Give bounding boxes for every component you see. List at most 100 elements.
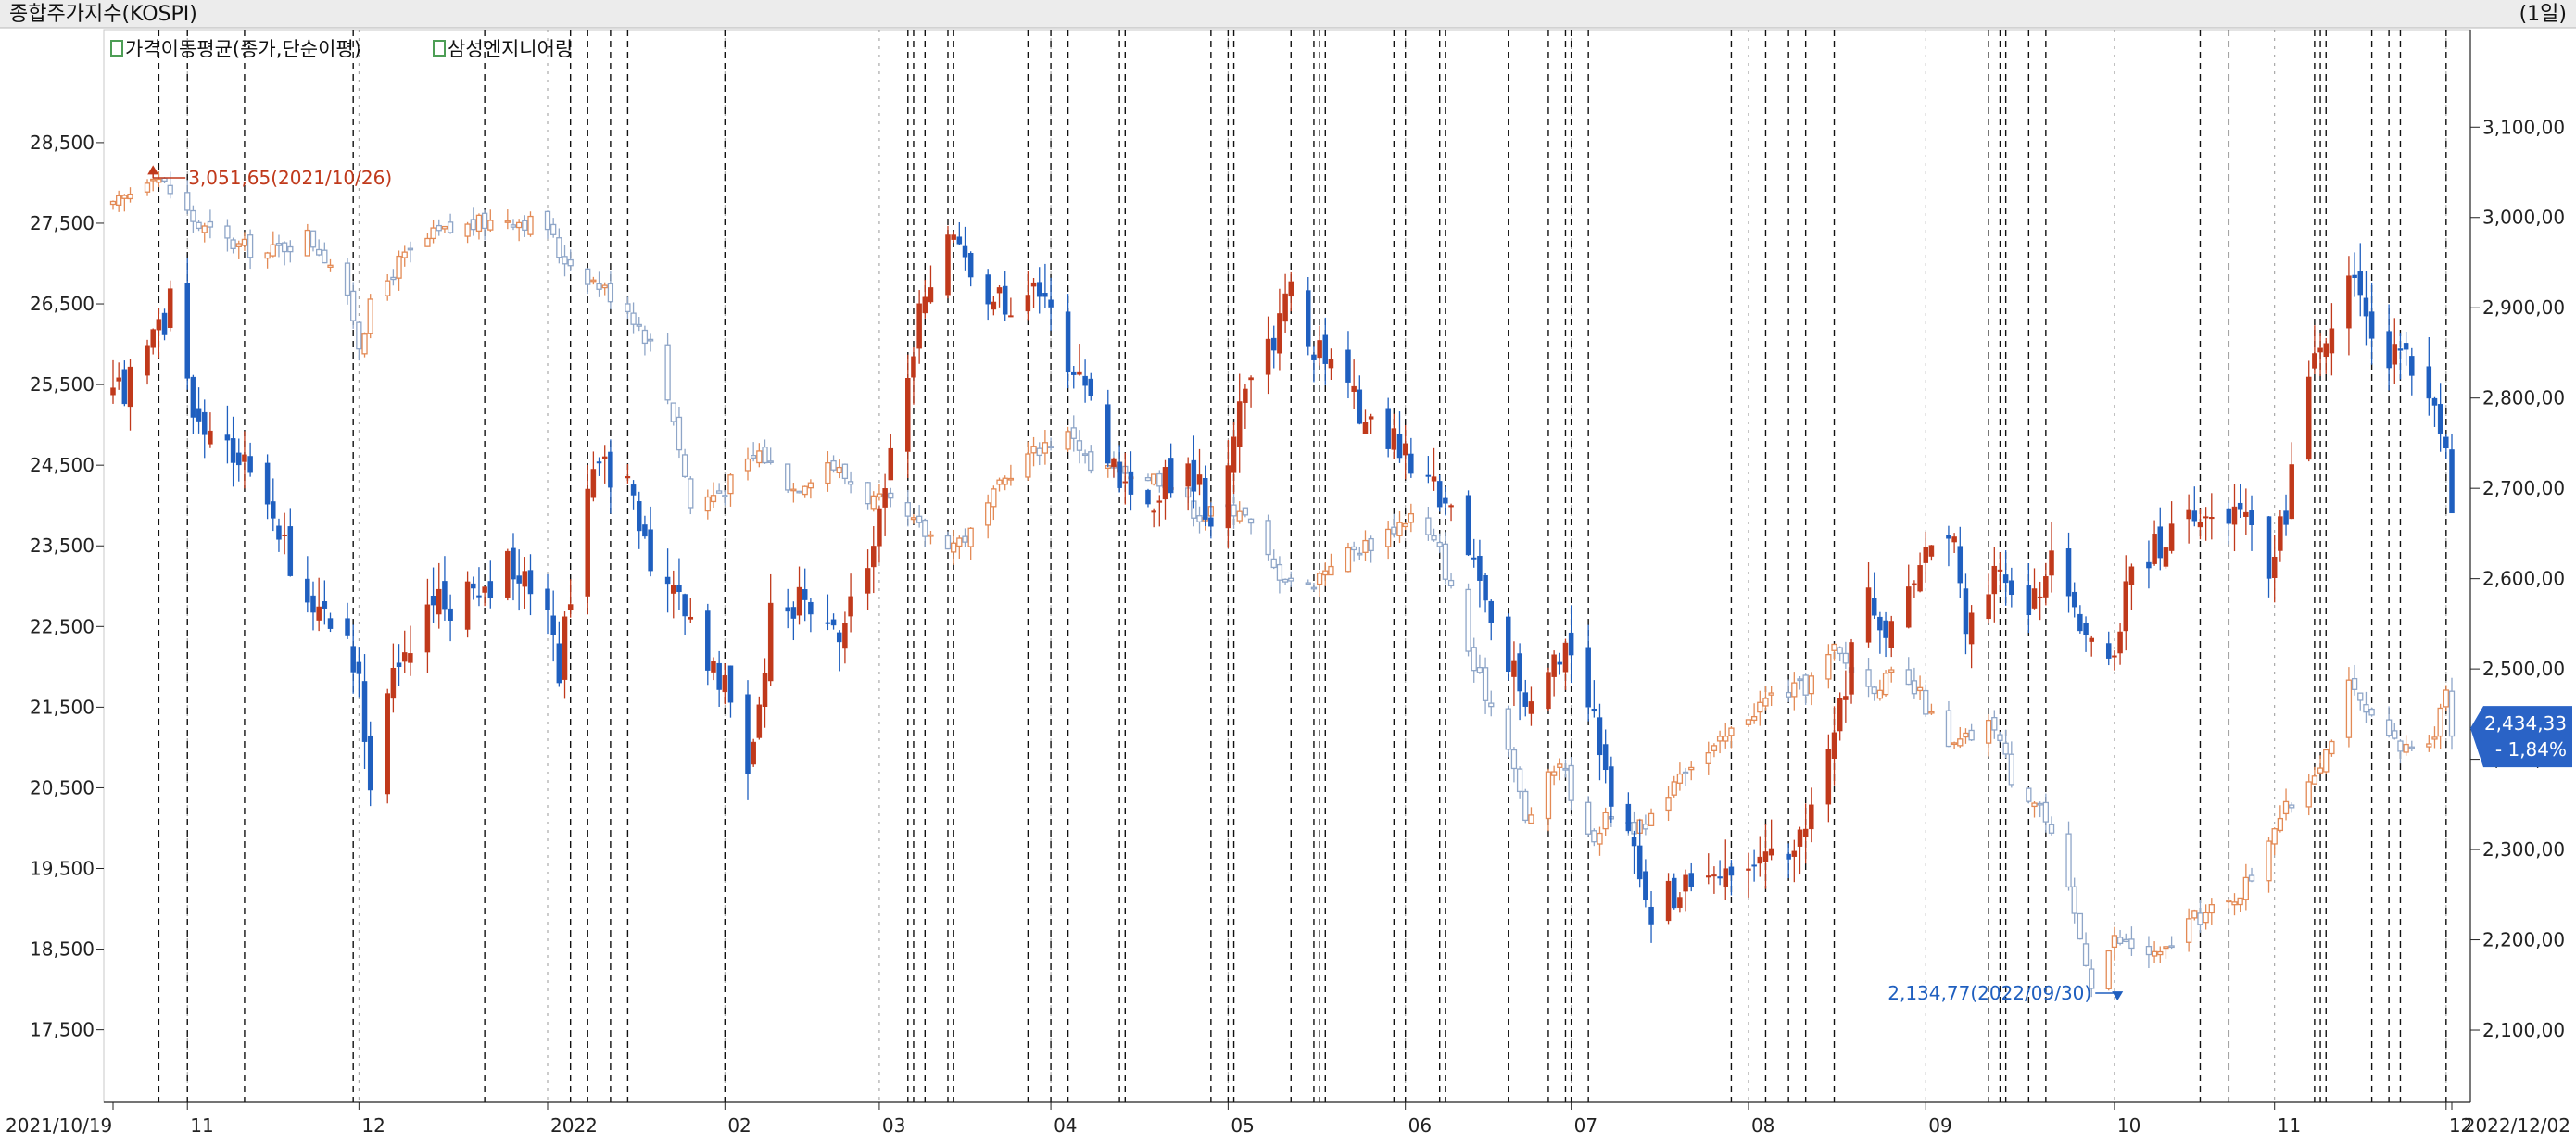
stock-candle xyxy=(1436,481,1443,508)
kospi-candle xyxy=(2031,802,2038,808)
stock-candle xyxy=(671,585,676,594)
stock-candle xyxy=(408,653,413,663)
kospi-candle xyxy=(785,463,791,491)
x-axis: 2021/10/19 11 12 2022 02 03 04 05 06 07 08 09 10 11 12… xyxy=(6,1102,2570,1137)
stock-candle xyxy=(1362,422,1369,434)
stock-candle xyxy=(2346,275,2352,329)
stock-candle xyxy=(2163,547,2169,567)
kospi-candle xyxy=(876,493,883,498)
kospi-candle xyxy=(527,215,534,235)
kospi-candle xyxy=(1825,653,1832,680)
stock-candle xyxy=(625,476,631,479)
stock-candle xyxy=(1688,873,1694,887)
stock-candle xyxy=(796,586,802,616)
legend-ma-checkbox-icon[interactable] xyxy=(110,40,123,57)
stock-candle xyxy=(396,662,402,668)
stock-candle xyxy=(156,319,162,331)
kospi-candle xyxy=(825,462,831,484)
kospi-candle xyxy=(2351,677,2358,690)
legend-stock-checkbox-icon[interactable] xyxy=(433,40,446,57)
kospi-candle xyxy=(2203,912,2209,924)
kospi-candle xyxy=(1065,431,1071,450)
x-tick-label: 2021/10/19 xyxy=(6,1114,112,1137)
kospi-candle xyxy=(281,242,288,253)
kospi-candle xyxy=(1750,715,1758,722)
stock-candle xyxy=(1768,848,1774,856)
kospi-candle xyxy=(1482,667,1489,701)
kospi-candle xyxy=(2071,886,2077,914)
kospi-candle xyxy=(2123,938,2129,942)
right-tick-label: 2,100,00 xyxy=(2482,1019,2565,1041)
stock-candle xyxy=(1191,459,1197,492)
stock-candle xyxy=(2043,576,2049,598)
stock-candle xyxy=(2323,343,2329,358)
kospi-candle xyxy=(1088,451,1094,472)
kospi-candle xyxy=(951,542,957,553)
kospi-candle xyxy=(1802,674,1809,696)
stock-candle xyxy=(1677,897,1683,908)
kospi-candle xyxy=(2323,749,2330,773)
stock-candle xyxy=(1665,880,1672,922)
kospi-candle xyxy=(2226,900,2232,903)
stock-candle xyxy=(1036,282,1042,297)
kospi-candle xyxy=(246,234,254,258)
stock-candle xyxy=(1270,337,1277,351)
stock-candle xyxy=(2105,643,2112,659)
kospi-candle xyxy=(2002,742,2009,755)
kospi-candle xyxy=(985,502,991,526)
stock-candle xyxy=(1522,692,1529,707)
kospi-candle xyxy=(1665,797,1672,812)
stock-candle xyxy=(825,622,831,624)
last-value-label: 2,434,33 xyxy=(2484,712,2567,735)
kospi-candle xyxy=(1362,539,1369,553)
stock-candle xyxy=(601,456,608,459)
kospi-candle xyxy=(1350,546,1357,551)
stock-candle xyxy=(2089,637,2094,642)
kospi-candle xyxy=(2448,690,2456,737)
kospi-candle xyxy=(1270,558,1277,569)
stock-candle xyxy=(1671,877,1677,909)
stock-candle xyxy=(962,245,968,258)
kospi-candle xyxy=(2317,767,2324,774)
stock-candle xyxy=(2243,511,2249,517)
kospi-candle xyxy=(2089,968,2095,989)
kospi-candle xyxy=(156,178,162,183)
kospi-candle xyxy=(596,283,602,290)
kospi-candle xyxy=(1688,766,1695,771)
kospi-candle xyxy=(316,248,322,256)
kospi-candle xyxy=(1236,510,1243,522)
kospi-candle xyxy=(1025,453,1031,478)
legend-ma-label[interactable]: 가격이동평균(종가,단순이평) xyxy=(125,38,361,60)
stock-candle xyxy=(1636,845,1643,880)
kospi-candle xyxy=(1070,427,1077,439)
stock-candle xyxy=(848,596,853,617)
kospi-candle xyxy=(109,200,117,206)
kospi-candle xyxy=(1723,736,1729,742)
x-tick-label: 06 xyxy=(1408,1114,1432,1137)
kospi-candle xyxy=(396,255,402,279)
kospi-candle xyxy=(996,479,1003,485)
stock-candle xyxy=(2146,561,2152,569)
kospi-candle xyxy=(676,416,683,451)
stock-candle xyxy=(1162,467,1168,500)
stock-candle xyxy=(1231,436,1237,473)
stock-candle xyxy=(1311,354,1317,360)
stock-candle xyxy=(1145,489,1151,505)
stock-candle xyxy=(201,411,208,435)
kospi-candle xyxy=(144,182,151,193)
kospi-candle xyxy=(516,221,523,229)
stock-candle xyxy=(2071,591,2077,608)
stock-candle xyxy=(1208,517,1214,527)
stock-candle xyxy=(567,604,574,610)
kospi-candle xyxy=(1585,801,1592,835)
stock-candle xyxy=(608,451,613,488)
kospi-candle xyxy=(2082,943,2090,966)
kospi-candle xyxy=(1705,752,1711,764)
legend-stock-label[interactable]: 삼성엔지니어링 xyxy=(448,38,573,60)
x-tick-label: 2022 xyxy=(550,1114,598,1137)
kospi-candle xyxy=(1916,686,1924,692)
stock-candle xyxy=(682,594,688,617)
series-stock xyxy=(110,221,2455,943)
kospi-candle xyxy=(1876,689,1884,699)
